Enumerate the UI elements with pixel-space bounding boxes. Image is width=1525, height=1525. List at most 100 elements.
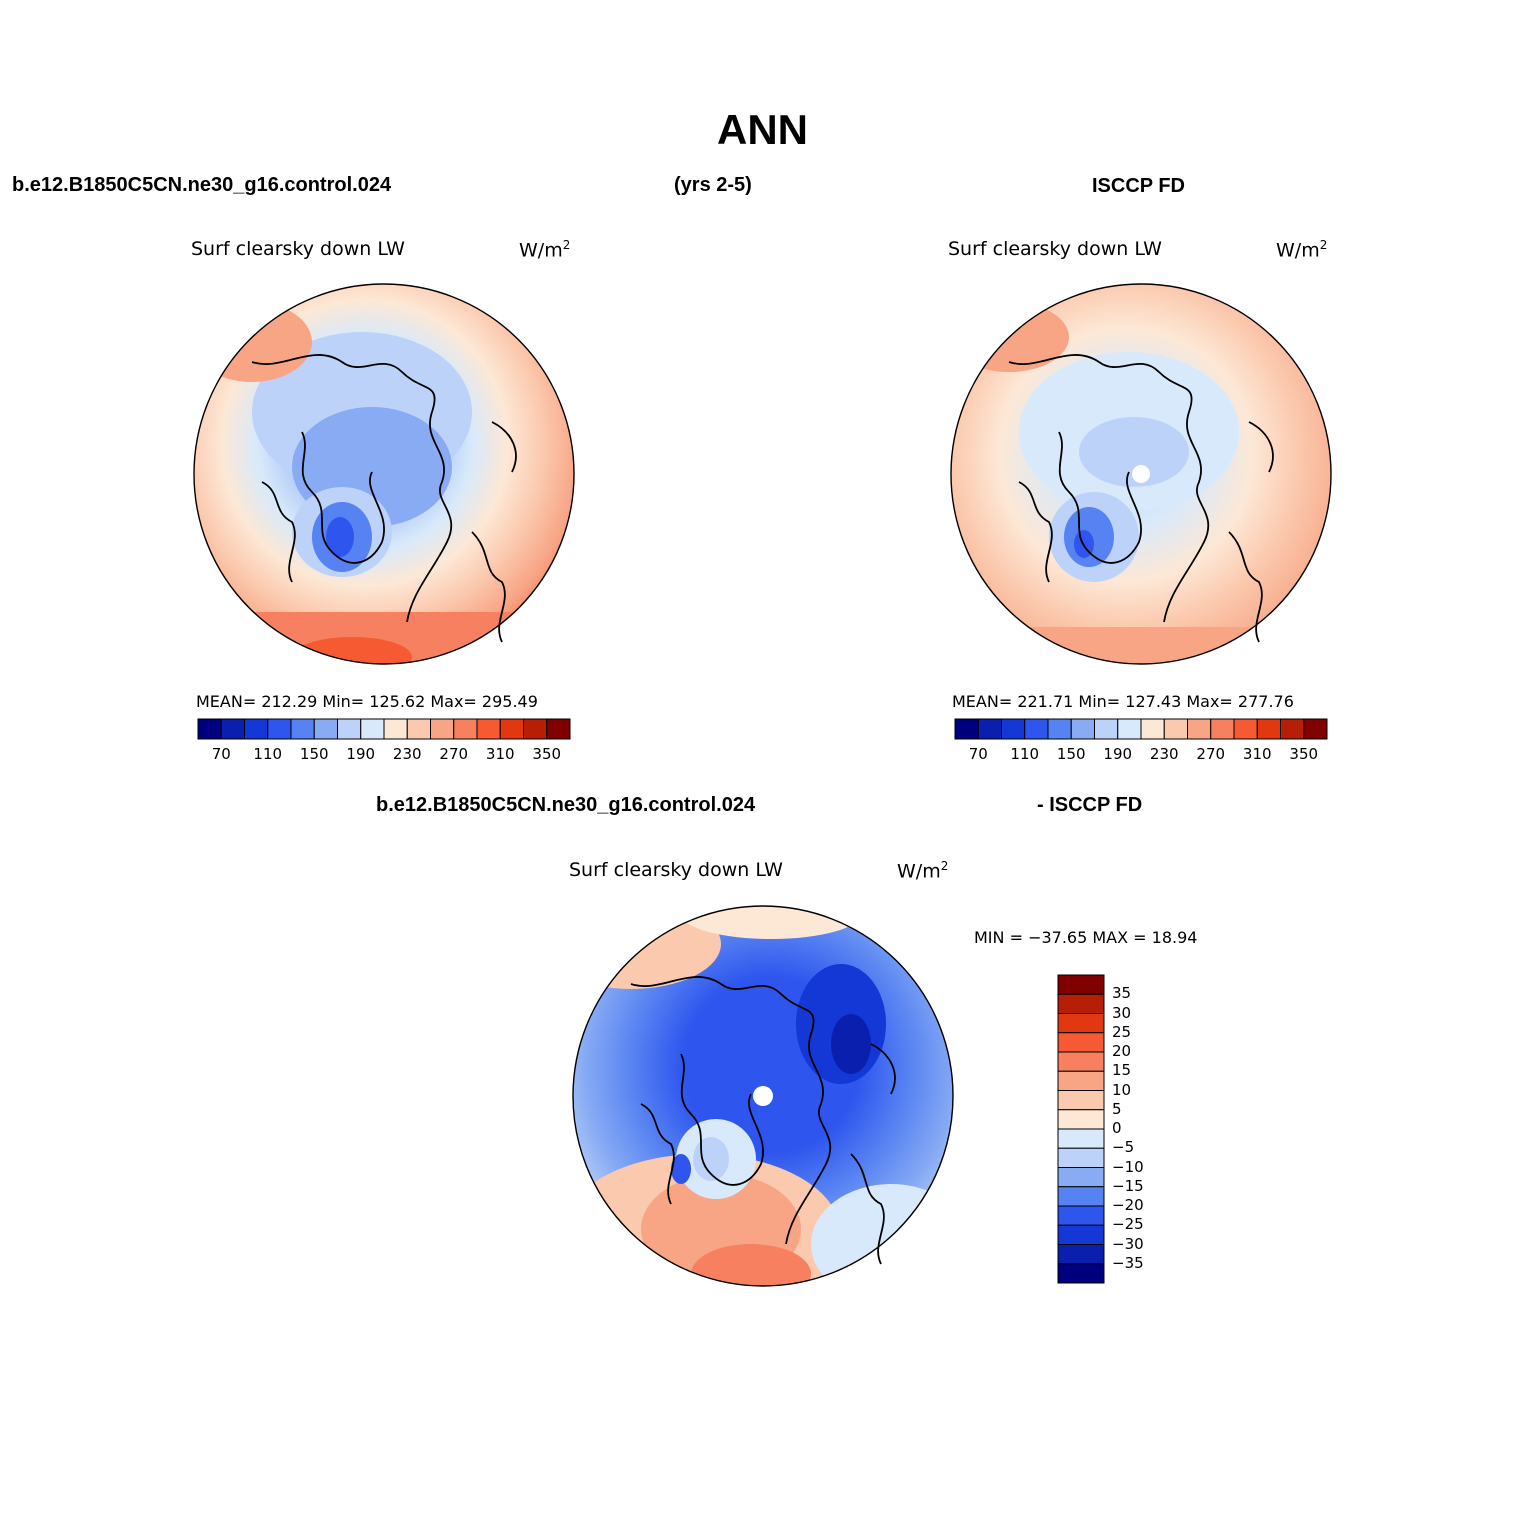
colorbar-box	[1057, 1263, 1105, 1284]
colorbar-box	[406, 718, 431, 740]
colorbar-box	[1024, 718, 1049, 740]
colorbar-tick-label: 190	[1103, 745, 1133, 763]
colorbar-tick-label: 190	[346, 745, 376, 763]
colorbar-tick-label: 70	[968, 745, 988, 763]
diff-polar-map	[572, 905, 954, 1287]
colorbar-box	[360, 718, 385, 740]
colorbar-box	[499, 718, 524, 740]
right-panel-stats: MEAN= 221.71 Min= 127.43 Max= 277.76	[952, 692, 1294, 711]
colorbar-box	[1187, 718, 1212, 740]
colorbar-box	[1280, 718, 1305, 740]
left-panel-title: Surf clearsky down LW	[191, 238, 405, 260]
colorbar-tick-label: −25	[1112, 1215, 1144, 1234]
colorbar-box	[1070, 718, 1095, 740]
colorbar-tick-label: 70	[211, 745, 231, 763]
colorbar-tick-label: 110	[253, 745, 283, 763]
colorbar-box	[1057, 1109, 1105, 1130]
left-colorbar	[197, 718, 571, 740]
colorbar-tick-label: −20	[1112, 1196, 1144, 1214]
colorbar-tick-label: −10	[1112, 1157, 1144, 1176]
colorbar-tick-label: 150	[299, 745, 329, 763]
colorbar-tick-label: 350	[532, 745, 562, 763]
diff-panel-stats: MIN = −37.65 MAX = 18.94	[974, 928, 1198, 947]
colorbar-box	[1057, 1032, 1105, 1053]
colorbar-box	[1057, 1013, 1105, 1034]
colorbar-box	[1140, 718, 1165, 740]
colorbar-box	[1057, 1167, 1105, 1188]
diff-colorbar	[1057, 974, 1105, 1284]
left-polar-map	[193, 283, 575, 665]
right-panel-units: W/m2	[1276, 238, 1328, 262]
colorbar-box	[1117, 718, 1142, 740]
colorbar-tick-label: 350	[1289, 745, 1319, 763]
colorbar-box	[430, 718, 455, 740]
colorbar-tick-label: 0	[1112, 1119, 1122, 1137]
colorbar-box	[1094, 718, 1119, 740]
diff-case-header: b.e12.B1850C5CN.ne30_g16.control.024	[376, 794, 756, 816]
colorbar-tick-label: 310	[1242, 745, 1272, 763]
diff-panel-title: Surf clearsky down LW	[569, 859, 783, 881]
colorbar-box	[1163, 718, 1188, 740]
main-title: ANN	[717, 106, 808, 153]
colorbar-box	[1057, 1070, 1105, 1091]
colorbar-box	[1303, 718, 1328, 740]
colorbar-box	[337, 718, 362, 740]
colorbar-box	[546, 718, 571, 740]
colorbar-tick-label: 150	[1056, 745, 1086, 763]
diff-panel-units: W/m2	[897, 859, 949, 883]
left-panel-units: W/m2	[519, 238, 571, 262]
colorbar-box	[453, 718, 478, 740]
colorbar-box	[476, 718, 501, 740]
colorbar-box	[1057, 1224, 1105, 1245]
colorbar-box	[1001, 718, 1026, 740]
colorbar-box	[1057, 1051, 1105, 1072]
colorbar-box	[290, 718, 315, 740]
right-polar-map	[950, 283, 1332, 665]
colorbar-box	[523, 718, 548, 740]
years-header: (yrs 2-5)	[674, 174, 752, 196]
right-panel-title: Surf clearsky down LW	[948, 238, 1162, 260]
colorbar-box	[977, 718, 1002, 740]
left-panel-stats: MEAN= 212.29 Min= 125.62 Max= 295.49	[196, 692, 538, 711]
colorbar-box	[1256, 718, 1281, 740]
colorbar-tick-label: −30	[1112, 1234, 1144, 1253]
colorbar-tick-label: 110	[1010, 745, 1040, 763]
colorbar-box	[267, 718, 292, 740]
colorbar-tick-label: 270	[1196, 745, 1226, 763]
colorbar-tick-label: 15	[1112, 1061, 1132, 1080]
colorbar-tick-label: 20	[1112, 1042, 1132, 1060]
colorbar-tick-label: 30	[1112, 1003, 1132, 1022]
colorbar-box	[1057, 1090, 1105, 1111]
colorbar-box	[197, 718, 222, 740]
colorbar-box	[383, 718, 408, 740]
colorbar-tick-label: 230	[392, 745, 422, 763]
colorbar-tick-label: 270	[439, 745, 469, 763]
diff-obs-header: - ISCCP FD	[1037, 794, 1143, 816]
colorbar-tick-label: −5	[1112, 1138, 1135, 1157]
colorbar-tick-label: 5	[1112, 1099, 1122, 1118]
colorbar-tick-label: 10	[1112, 1080, 1132, 1099]
case-name-header: b.e12.B1850C5CN.ne30_g16.control.024	[12, 174, 392, 196]
colorbar-box	[1047, 718, 1072, 740]
colorbar-tick-label: −35	[1112, 1253, 1144, 1272]
colorbar-box	[1057, 1128, 1105, 1149]
colorbar-box	[1057, 1205, 1105, 1226]
obs-header: ISCCP FD	[1092, 175, 1185, 197]
colorbar-box	[1057, 1244, 1105, 1265]
colorbar-tick-label: 310	[485, 745, 515, 763]
colorbar-box	[1057, 974, 1105, 995]
colorbar-box	[1210, 718, 1235, 740]
colorbar-box	[1057, 993, 1105, 1014]
colorbar-box	[954, 718, 979, 740]
colorbar-tick-label: 25	[1112, 1022, 1132, 1041]
colorbar-box	[313, 718, 338, 740]
colorbar-box	[1057, 1186, 1105, 1207]
colorbar-tick-label: 230	[1149, 745, 1179, 763]
colorbar-tick-label: −15	[1112, 1176, 1144, 1195]
right-colorbar	[954, 718, 1328, 740]
colorbar-box	[1057, 1147, 1105, 1168]
colorbar-tick-label: 35	[1112, 984, 1132, 1003]
colorbar-box	[220, 718, 245, 740]
colorbar-box	[244, 718, 269, 740]
colorbar-box	[1233, 718, 1258, 740]
